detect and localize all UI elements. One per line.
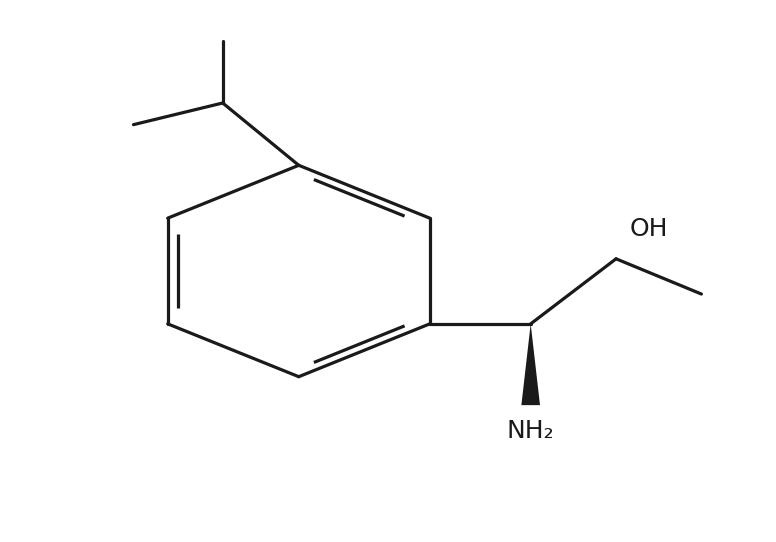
Polygon shape [521,324,540,405]
Text: NH₂: NH₂ [507,418,555,443]
Text: OH: OH [630,217,668,241]
